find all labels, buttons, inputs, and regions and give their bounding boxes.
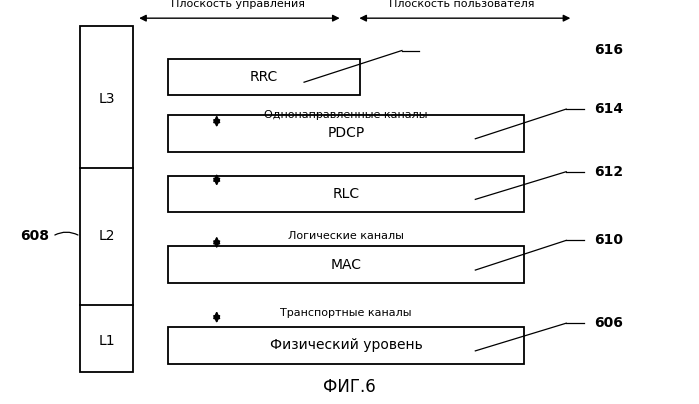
Text: RRC: RRC — [250, 70, 278, 84]
Text: MAC: MAC — [331, 258, 361, 271]
Text: 614: 614 — [594, 102, 624, 116]
Text: Физический уровень: Физический уровень — [270, 339, 422, 352]
Text: 612: 612 — [594, 165, 624, 179]
Text: Плоскость пользователя: Плоскость пользователя — [389, 0, 534, 9]
Text: 610: 610 — [594, 234, 623, 247]
Bar — [168, 176, 524, 212]
Text: Однонаправленные каналы: Однонаправленные каналы — [264, 110, 428, 120]
Bar — [168, 115, 524, 152]
Text: Транспортные каналы: Транспортные каналы — [280, 308, 412, 318]
Text: L1: L1 — [99, 335, 115, 348]
Text: L2: L2 — [99, 229, 115, 243]
Bar — [168, 246, 524, 283]
Bar — [168, 59, 360, 95]
Text: L3: L3 — [99, 92, 115, 106]
Bar — [80, 26, 133, 372]
Text: 608: 608 — [20, 229, 49, 243]
Bar — [168, 327, 524, 364]
Text: 616: 616 — [594, 44, 623, 57]
Text: RLC: RLC — [333, 187, 359, 201]
Text: Логические каналы: Логические каналы — [288, 231, 404, 241]
Text: Плоскость управления: Плоскость управления — [171, 0, 305, 9]
Text: 606: 606 — [594, 316, 623, 330]
Text: ФИГ.6: ФИГ.6 — [323, 378, 376, 396]
Text: PDCP: PDCP — [327, 126, 365, 140]
